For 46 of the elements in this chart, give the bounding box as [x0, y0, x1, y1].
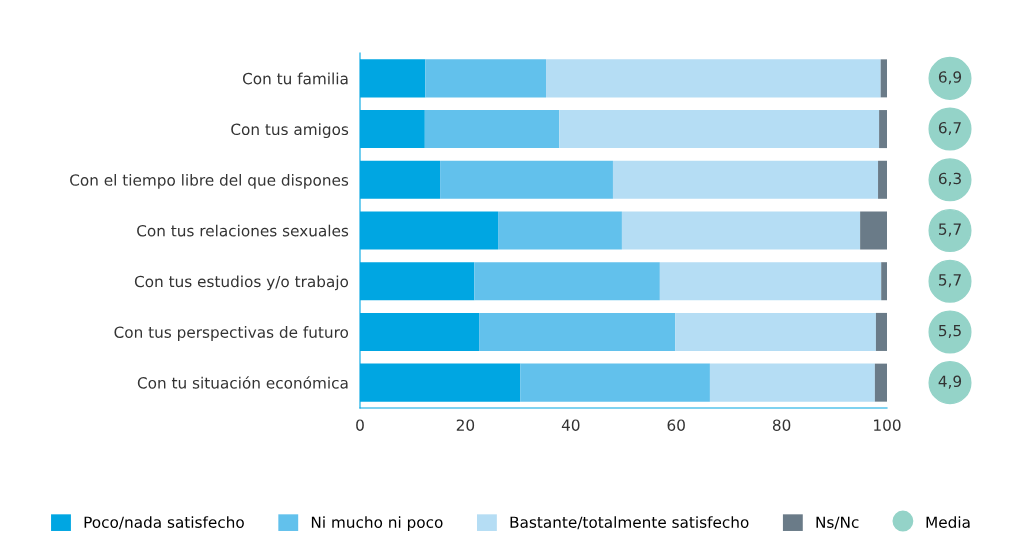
bar [612, 160, 879, 199]
bar [479, 312, 676, 351]
bar [559, 110, 880, 149]
bar [498, 211, 622, 250]
y-tick-label: Con tus amigos [231, 123, 349, 139]
bar [874, 363, 887, 402]
bar [860, 211, 887, 250]
legend-label: Ni mucho ni poco [311, 516, 443, 531]
bar [879, 110, 887, 149]
data-label: 5,7 [939, 223, 961, 237]
y-tick-label: Con tus estudios y/o trabajo [134, 275, 349, 291]
legend-label: Bastante/totalmente satisfecho [510, 516, 749, 530]
bar [881, 262, 887, 301]
y-tick-label: Con tus perspectivas de futuro [114, 326, 349, 341]
data-label: 5,5 [939, 325, 961, 338]
bar [621, 211, 861, 250]
data-label: 6,3 [938, 172, 961, 186]
x-tick-label: 80 [772, 419, 791, 431]
y-tick-label: Con el tiempo libre del que dispones [70, 173, 349, 189]
data-label: 4,9 [938, 375, 962, 389]
bar [875, 312, 887, 351]
legend-label: Media [926, 516, 970, 528]
bar [425, 59, 547, 98]
legend-label: Poco/nada satisfecho [84, 516, 244, 530]
x-tick-label: 100 [874, 419, 901, 431]
data-label: 6,7 [938, 121, 961, 136]
y-tick-label: Con tu familia [242, 72, 348, 85]
x-tick-label: 60 [667, 419, 685, 431]
y-tick-label: Con tus relaciones sexuales [137, 224, 349, 237]
bar [709, 363, 875, 402]
bar [675, 312, 876, 351]
legend-label: Ns/Nc [816, 516, 859, 530]
bar [878, 160, 887, 199]
x-tick-label: 20 [456, 419, 475, 431]
bar [474, 262, 660, 301]
bar [440, 160, 613, 199]
bar [659, 262, 882, 301]
x-tick-label: 0 [356, 419, 364, 431]
bar [546, 59, 881, 98]
data-label: 6,9 [938, 71, 962, 85]
y-tick-label: Con tu situación económica [137, 376, 348, 389]
bar [520, 363, 710, 402]
bar [880, 59, 887, 98]
bar [424, 110, 560, 149]
x-tick-label: 40 [561, 419, 580, 431]
data-label: 5,7 [939, 274, 961, 288]
